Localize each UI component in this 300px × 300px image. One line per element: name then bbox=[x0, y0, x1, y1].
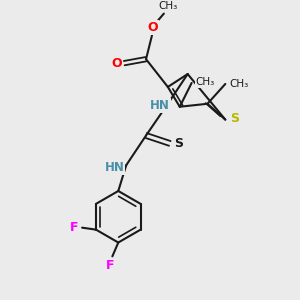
Text: S: S bbox=[174, 137, 183, 150]
Text: HN: HN bbox=[104, 161, 124, 174]
Text: CH₃: CH₃ bbox=[196, 77, 215, 87]
Text: O: O bbox=[148, 21, 158, 34]
Text: O: O bbox=[111, 57, 122, 70]
Text: CH₃: CH₃ bbox=[230, 79, 249, 89]
Text: F: F bbox=[70, 221, 78, 234]
Text: CH₃: CH₃ bbox=[158, 1, 178, 11]
Text: S: S bbox=[230, 112, 239, 125]
Text: HN: HN bbox=[150, 99, 170, 112]
Text: F: F bbox=[106, 259, 115, 272]
